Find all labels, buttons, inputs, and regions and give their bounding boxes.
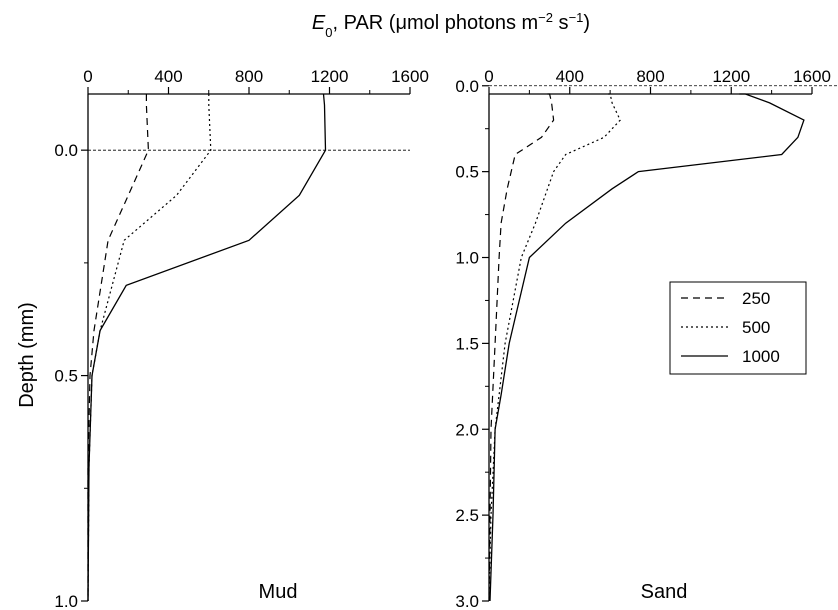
x-tick-label: 1600	[391, 67, 429, 86]
x-title-sup-2: −1	[569, 10, 584, 25]
y-tick-label: 0.0	[54, 141, 78, 160]
panel-label: Sand	[641, 581, 688, 603]
x-title-text-3: )	[583, 12, 590, 34]
y-tick-label: 1.0	[54, 592, 78, 610]
x-title-sup-1: −2	[538, 10, 553, 25]
series-line-1000	[87, 93, 327, 602]
panel-sand: 0 400 800 1200 1600 0.0 0.5 1.0 1.5 2.0 2.5 3.0 Sand	[455, 67, 838, 610]
x-title-text: , PAR (μmol photons m	[333, 12, 539, 34]
y-tick-label: 1.0	[455, 249, 479, 268]
y-tick-label: 0.5	[54, 367, 78, 386]
series-line-250	[87, 94, 150, 601]
x-tick-label: 800	[636, 67, 664, 86]
x-tick-label: 0	[83, 67, 92, 86]
legend-label: 1000	[742, 347, 780, 366]
series-line-250	[488, 93, 555, 602]
y-tick-label: 2.5	[455, 506, 479, 525]
panel-mud: 0 400 800 1200 1600 0.0 0.5 1.0 Mud	[54, 67, 429, 610]
legend-label: 250	[742, 289, 770, 308]
series-line-1000	[489, 93, 805, 602]
series-line-500	[87, 94, 212, 602]
y-tick-label: 1.5	[455, 334, 479, 353]
x-tick-label: 1200	[311, 67, 349, 86]
y-axis-title: Depth (mm)	[16, 302, 38, 408]
legend: 250 500 1000	[669, 281, 807, 375]
x-axis-title: E0, PAR (μmol photons m−2 s−1)	[312, 10, 590, 40]
y-tick-label: 0.5	[455, 163, 479, 182]
y-tick-label: 0.0	[455, 77, 479, 96]
x-tick-label: 800	[235, 67, 263, 86]
x-tick-label: 0	[484, 67, 493, 86]
x-tick-label: 400	[154, 67, 182, 86]
x-tick-label: 1600	[793, 67, 831, 86]
x-title-symbol: E	[312, 12, 326, 34]
series-line-500	[488, 93, 621, 602]
x-tick-label: 1200	[712, 67, 750, 86]
legend-label: 500	[742, 318, 770, 337]
x-title-subscript: 0	[325, 25, 332, 40]
y-tick-label: 2.0	[455, 420, 479, 439]
x-title-text-2: s	[553, 12, 569, 34]
x-tick-label: 400	[556, 67, 584, 86]
legend-box	[669, 281, 807, 375]
y-tick-label: 3.0	[455, 592, 479, 610]
panel-label: Mud	[259, 581, 298, 603]
